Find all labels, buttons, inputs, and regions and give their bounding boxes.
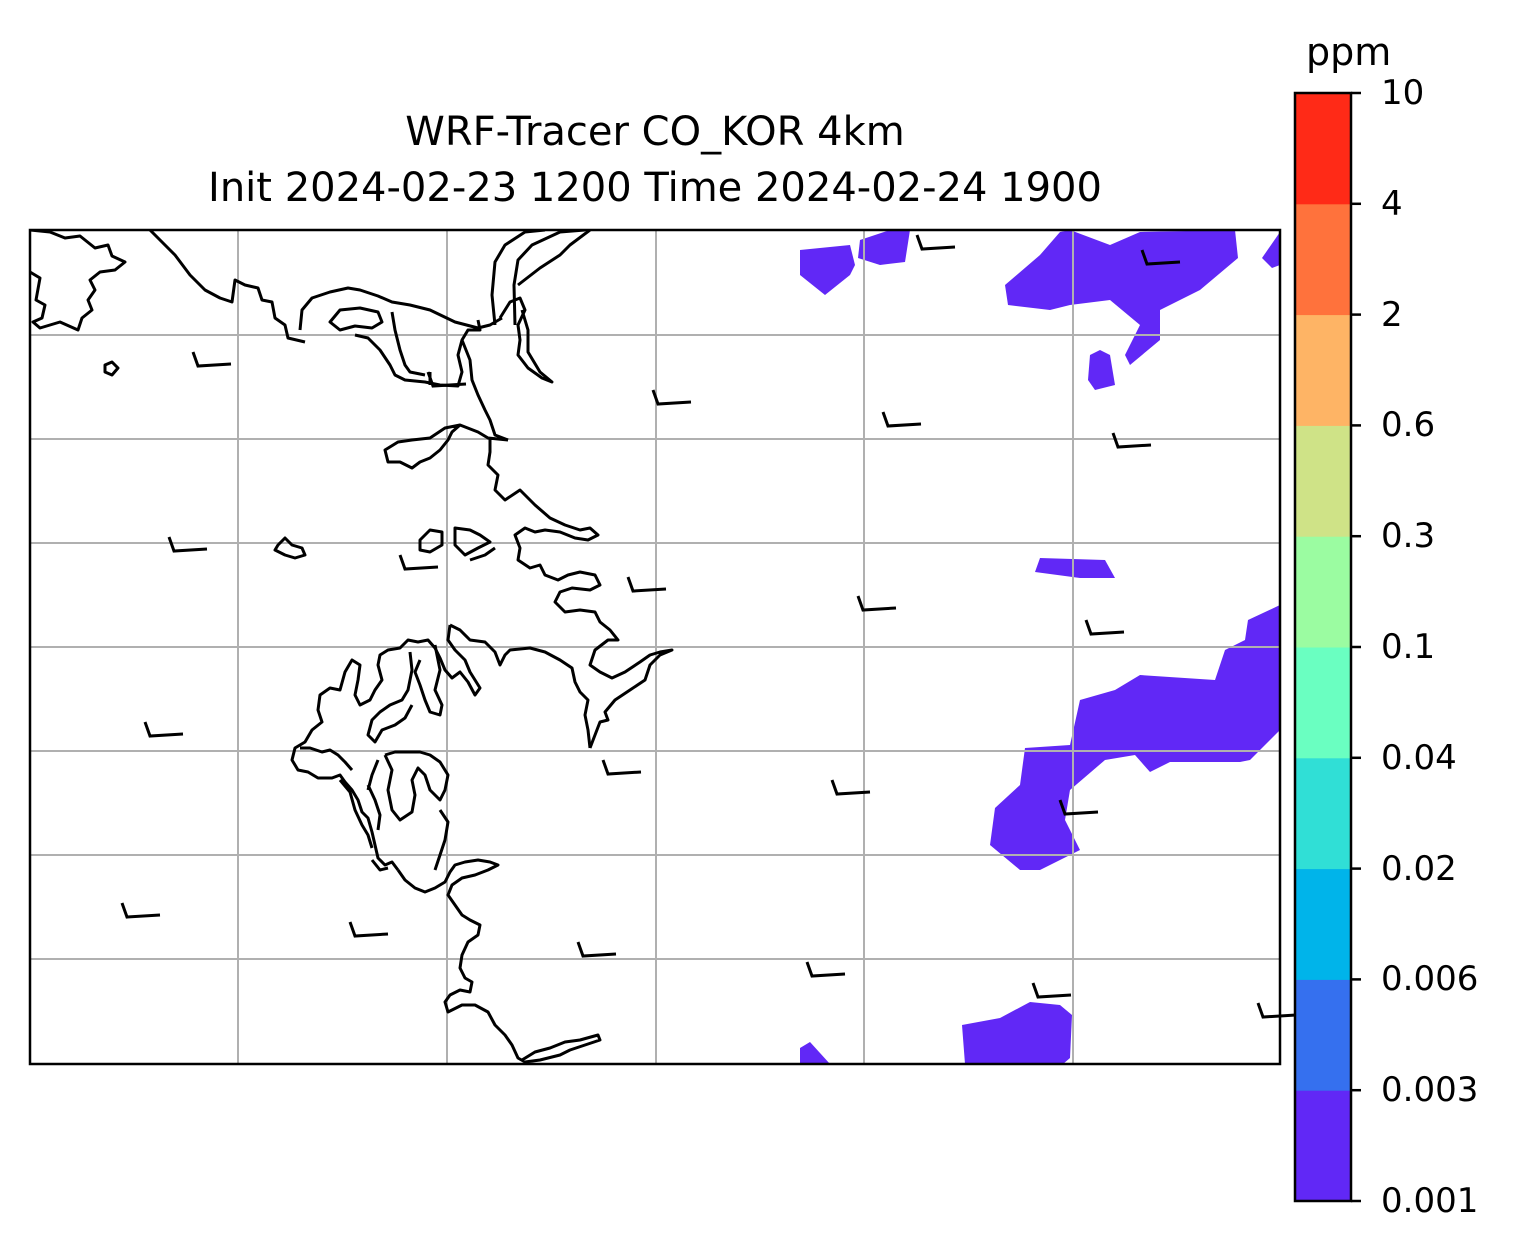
tracer-patch <box>1005 230 1238 365</box>
coastline-korea-coastal-islands <box>366 759 450 872</box>
wind-barb <box>1031 982 1072 999</box>
wind-barb <box>1084 619 1125 636</box>
wind-barb <box>576 941 617 958</box>
wind-barb <box>651 389 692 406</box>
wind-barb <box>1058 799 1099 816</box>
tracer-patch <box>858 230 910 265</box>
tracer-patch <box>1035 558 1115 578</box>
wind-barb <box>915 234 956 251</box>
colorbar-tick-label: 10 <box>1381 73 1425 113</box>
tracer-patch <box>962 1002 1072 1064</box>
wind-barb <box>120 902 161 919</box>
coastline-small-island-b <box>273 536 307 560</box>
map-frame <box>28 228 1282 1066</box>
coastline-korea-small-islands-a <box>418 526 496 562</box>
colorbar-segment <box>1295 1090 1351 1202</box>
colorbar-segment <box>1295 425 1351 537</box>
wind-barb <box>426 371 467 388</box>
colorbar-tick-label: 2 <box>1381 294 1403 335</box>
colorbar-tick-label: 0.04 <box>1381 737 1457 778</box>
wind-barb <box>348 921 389 938</box>
title-line-times: Init 2024-02-23 1200 Time 2024-02-24 190… <box>208 165 1102 211</box>
colorbar-units: ppm <box>1306 30 1392 74</box>
colorbar-tick-label: 0.001 <box>1381 1181 1479 1221</box>
colorbar-tick-label: 0.006 <box>1381 959 1479 1000</box>
coastline-bohai <box>148 230 503 344</box>
wind-barb <box>143 721 184 738</box>
colorbar-tick-label: 0.3 <box>1381 516 1436 557</box>
wind-barb <box>1140 249 1181 266</box>
wind-barbs <box>120 234 1297 1019</box>
coastline-bohai-island <box>328 306 384 332</box>
tracer-patch <box>800 245 855 295</box>
coastline-korea-west-coast <box>383 423 674 749</box>
coastline-small-island-a <box>103 360 120 377</box>
colorbar-tick-label: 0.1 <box>1381 627 1436 667</box>
coastline-china-north <box>30 230 127 332</box>
colorbar-segment <box>1295 93 1351 205</box>
colorbar-segment <box>1295 203 1351 316</box>
colorbar-tick-label: 0.6 <box>1381 405 1436 446</box>
colorbar-segment <box>1295 314 1351 426</box>
wind-barb <box>601 759 642 776</box>
coastline-north-korea-west <box>490 230 591 384</box>
colorbar <box>1293 91 1361 1203</box>
tracer-patch <box>1088 350 1115 390</box>
map-gridlines <box>30 230 1280 1064</box>
wind-barb <box>805 961 846 978</box>
coastline-korea-inner-bays <box>300 644 450 849</box>
wind-barb <box>1256 1002 1297 1019</box>
wind-barb <box>398 554 439 571</box>
coastline-korea-south <box>396 858 602 1064</box>
wind-barb <box>830 779 871 796</box>
wind-barb <box>1111 432 1152 449</box>
colorbar-segment <box>1295 647 1351 759</box>
colorbar-segment <box>1295 979 1351 1091</box>
wind-barb <box>167 536 208 553</box>
title-line-model: WRF-Tracer CO_KOR 4km <box>405 109 905 155</box>
tracer-patch <box>1262 232 1280 268</box>
colorbar-tick-label: 0.003 <box>1381 1070 1479 1111</box>
wind-barb <box>626 576 667 593</box>
wind-barb <box>856 595 897 612</box>
colorbar-segment <box>1295 757 1351 870</box>
colorbar-tick-label: 0.02 <box>1381 848 1457 889</box>
wind-barb <box>881 411 922 428</box>
colorbar-tick-label: 4 <box>1381 183 1403 224</box>
coastline-korea-southwest <box>290 623 592 871</box>
colorbar-segment <box>1295 536 1351 648</box>
wind-barb <box>191 351 232 368</box>
tracer-patch <box>800 1042 830 1064</box>
colorbar-segment <box>1295 868 1351 980</box>
